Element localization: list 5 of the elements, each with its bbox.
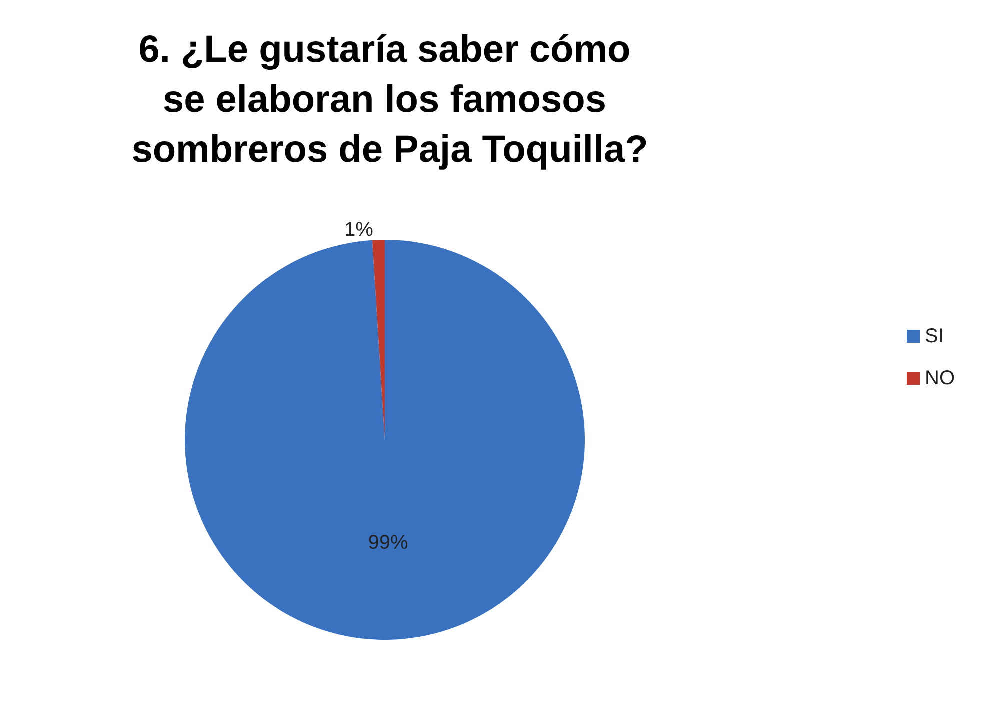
data-label: 1% — [344, 219, 374, 242]
chart-title: 6. ¿Le gustaría saber cómo se elaboran los famosos sombreros de Paja Toquilla? — [132, 29, 648, 171]
legend-label: NO — [925, 368, 955, 390]
legend-label: SI — [925, 326, 944, 348]
data-label: 99% — [368, 532, 408, 554]
